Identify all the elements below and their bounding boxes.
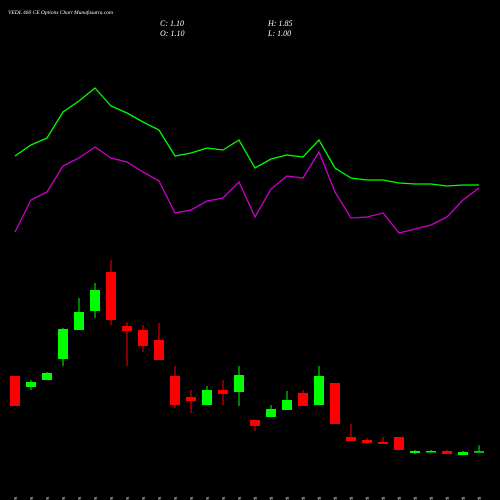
x-tick-label: 19 Feb — [444, 496, 451, 500]
candle-body — [234, 375, 244, 392]
x-tick-label: 28 Jan — [188, 496, 195, 500]
average-line — [14, 146, 480, 234]
candle-body — [218, 390, 228, 394]
x-tick-label: 03 Feb — [252, 496, 259, 500]
candle-body — [442, 451, 452, 454]
x-tick-label: 23 Jan — [140, 496, 147, 500]
candle-body — [138, 330, 148, 346]
ohlc-close: C: 1.10 — [160, 19, 184, 28]
x-tick-label: 14 Jan — [28, 496, 35, 500]
candle-body — [26, 382, 36, 387]
x-tick-label: 18 Feb — [428, 496, 435, 500]
candle-body — [74, 312, 84, 330]
candle-body — [90, 290, 100, 311]
candle-body — [362, 440, 372, 443]
x-tick-label: 20 Jan — [92, 496, 99, 500]
x-tick-label: 31 Jan — [236, 496, 243, 500]
candle-body — [106, 272, 116, 320]
candle-body — [298, 393, 308, 406]
ohlc-open: O: 1.10 — [160, 29, 184, 38]
candle-body — [266, 409, 276, 417]
candle-body — [282, 400, 292, 410]
candle-body — [474, 451, 484, 453]
candle-body — [42, 373, 52, 380]
x-tick-label: 22 Jan — [124, 496, 131, 500]
x-tick-label: 11 Feb — [348, 496, 355, 500]
candle-body — [394, 437, 404, 450]
x-tick-label: 17 Jan — [76, 496, 83, 500]
chart-title: VEDL 460 CE Options Chart Munafasutra.co… — [8, 9, 113, 16]
candle-body — [250, 420, 260, 426]
candle-body — [154, 340, 164, 360]
x-tick-label: 21 Jan — [108, 496, 115, 500]
x-tick-label: 21 Feb — [476, 496, 483, 500]
candle-body — [314, 376, 324, 405]
candle-body — [186, 397, 196, 401]
candle-body — [170, 376, 180, 405]
candle-body — [202, 390, 212, 405]
x-tick-label: 20 Feb — [460, 496, 467, 500]
x-tick-label: 12 Feb — [364, 496, 371, 500]
candle-body — [410, 451, 420, 453]
x-tick-label: 17 Feb — [412, 496, 419, 500]
candle-body — [378, 442, 388, 444]
candle-body — [458, 452, 468, 455]
candle-body — [58, 329, 68, 359]
x-tick-label: 05 Feb — [284, 496, 291, 500]
x-tick-label: 13 Feb — [380, 496, 387, 500]
candle-body — [10, 376, 20, 406]
ohlc-high: H: 1.85 — [267, 19, 292, 28]
x-tick-label: 06 Feb — [300, 496, 307, 500]
ohlc-low: L: 1.00 — [267, 29, 291, 38]
x-tick-label: 07 Feb — [316, 496, 323, 500]
x-tick-label: 10 Feb — [332, 496, 339, 500]
x-tick-label: 16 Jan — [60, 496, 67, 500]
candle-body — [330, 383, 340, 424]
candle-body — [122, 326, 132, 331]
x-tick-label: 13 Jan — [12, 496, 19, 500]
x-tick-label: 30 Jan — [220, 496, 227, 500]
x-tick-label: 15 Jan — [44, 496, 51, 500]
candle-body — [426, 451, 436, 453]
candle-body — [346, 437, 356, 441]
x-tick-label: 04 Feb — [268, 496, 275, 500]
x-tick-label: 27 Jan — [172, 496, 179, 500]
x-tick-label: 29 Jan — [204, 496, 211, 500]
x-tick-label: 14 Feb — [396, 496, 403, 500]
x-tick-label: 24 Jan — [156, 496, 163, 500]
average-line — [14, 87, 479, 187]
